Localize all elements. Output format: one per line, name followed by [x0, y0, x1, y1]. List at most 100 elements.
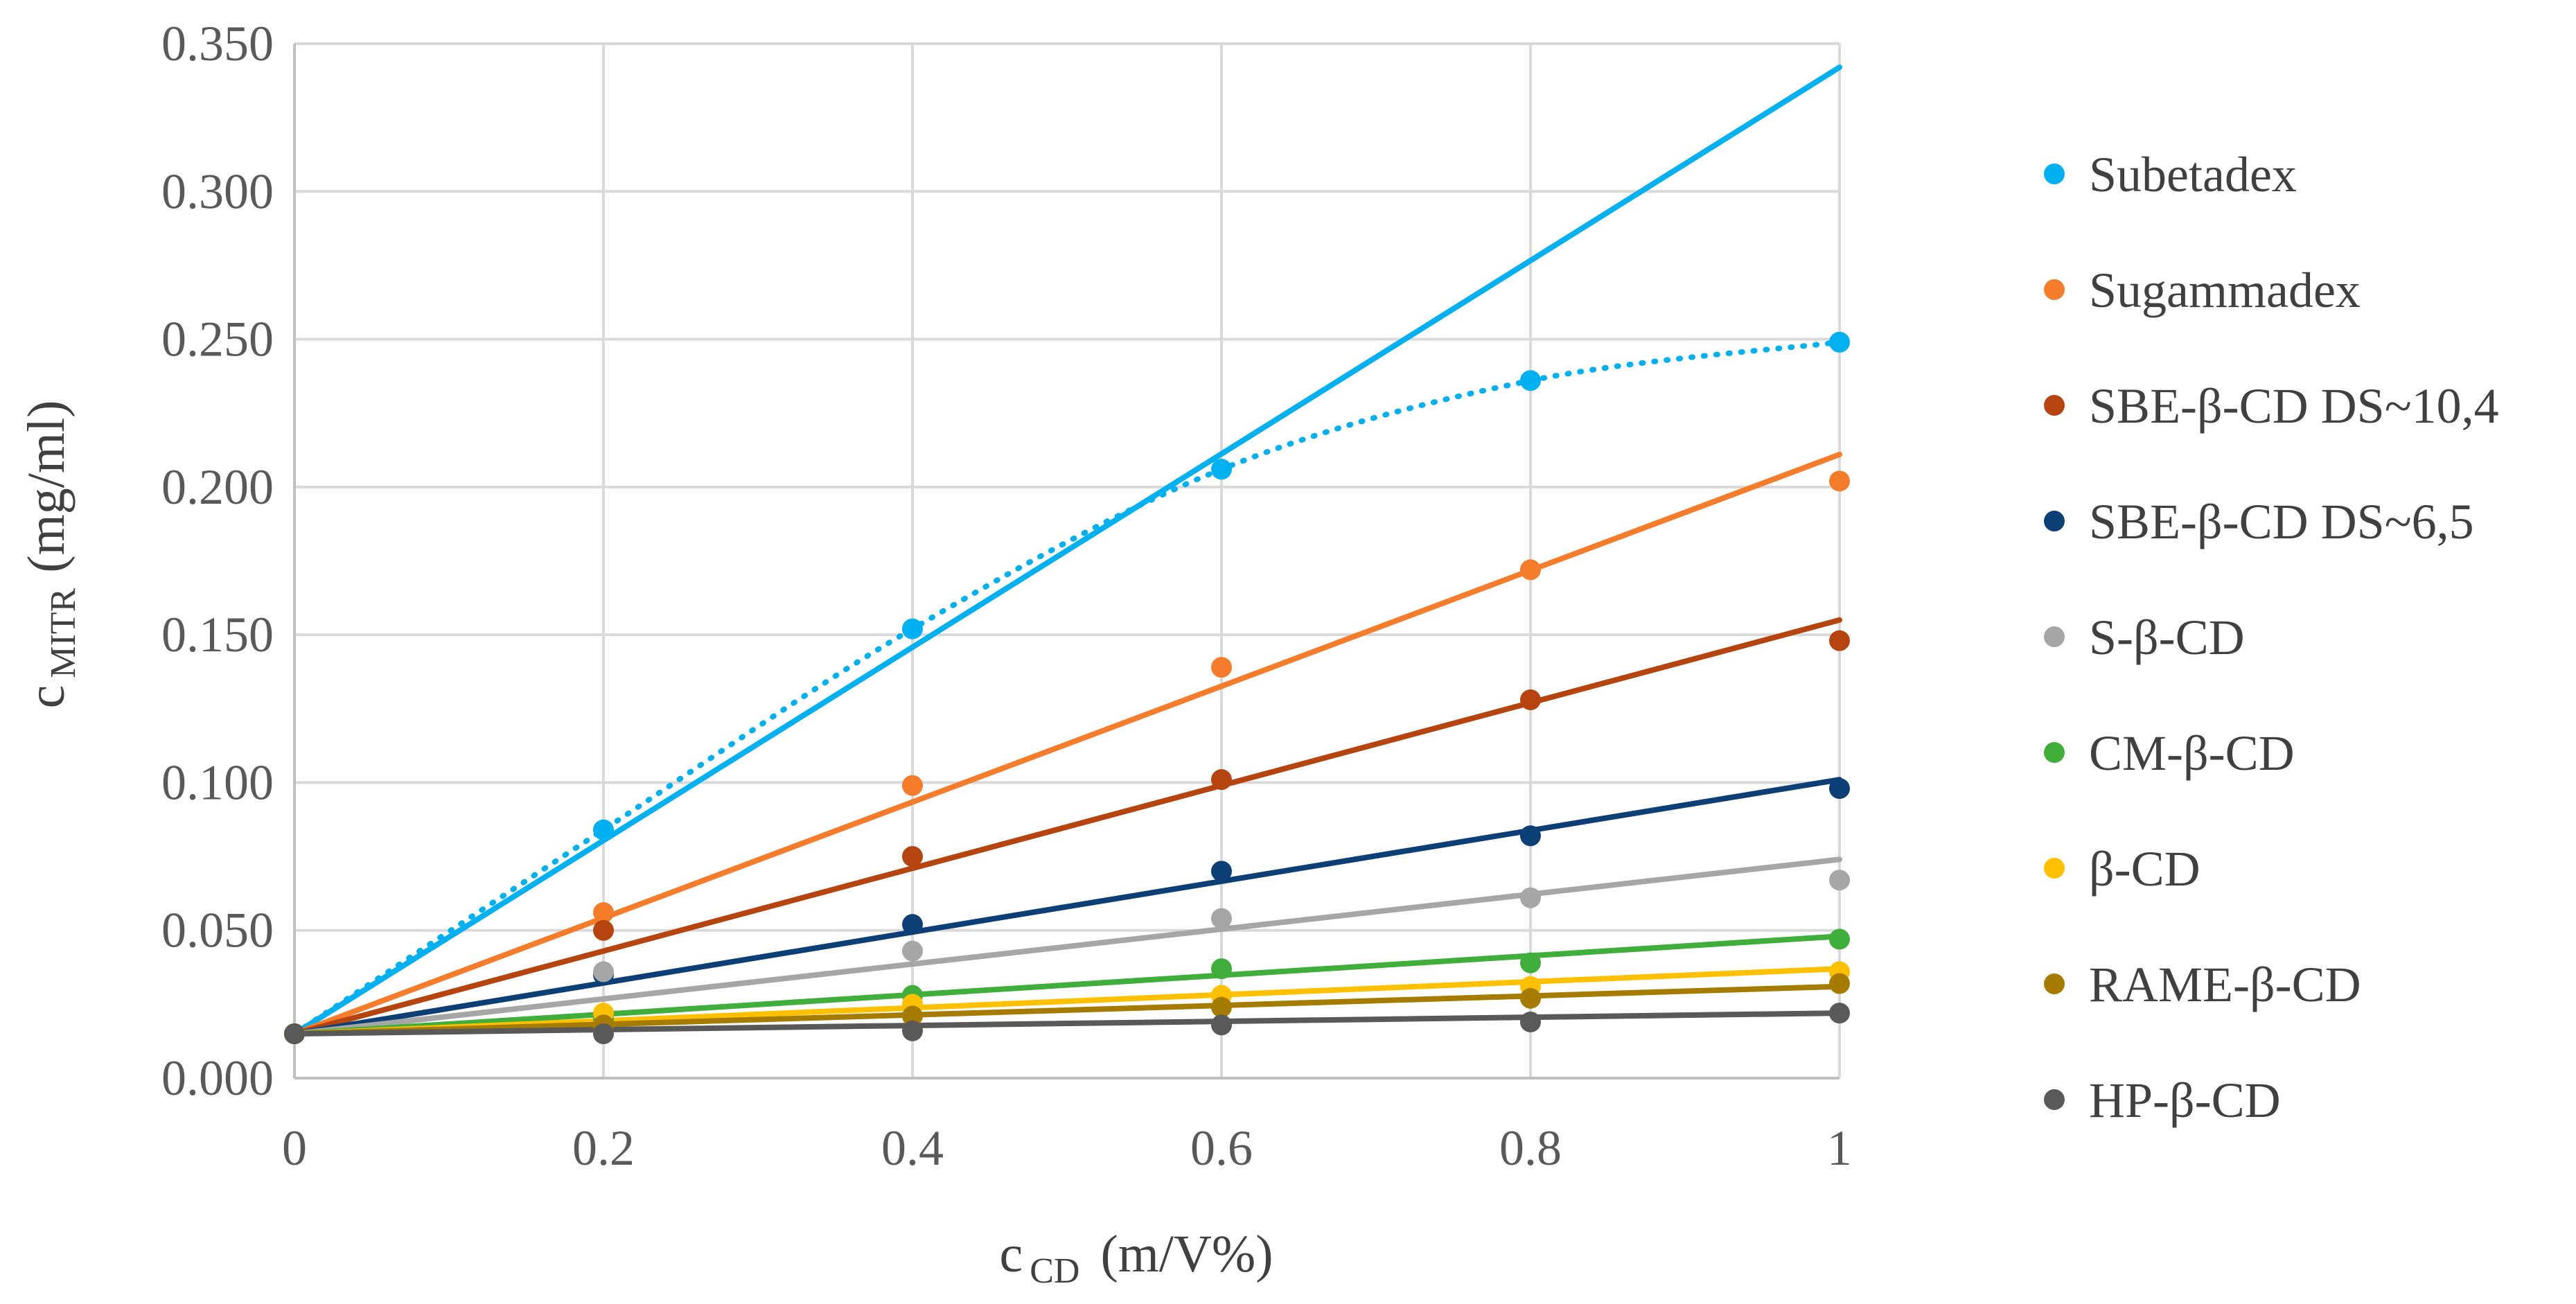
legend-marker	[2044, 858, 2065, 879]
legend-label: HP-β-CD	[2089, 1073, 2281, 1128]
data-point	[1520, 1011, 1541, 1032]
x-tick-label: 0.6	[1190, 1120, 1253, 1176]
legend-marker	[2044, 1089, 2065, 1110]
data-point	[1829, 470, 1850, 492]
trendline	[292, 451, 1842, 1037]
tick-labels: 0.000 0.050 0.100 0.150 0.200 0.250 0.300 0.350…	[161, 16, 1852, 1176]
x-tick-label: 0.4	[881, 1120, 944, 1176]
y-axis-title-sub: MITR	[44, 588, 83, 678]
x-tick-label: 0.2	[572, 1120, 635, 1176]
legend-marker	[2044, 626, 2065, 647]
legend-label: Subetadex	[2089, 147, 2297, 202]
axes	[293, 44, 1840, 1080]
data-point	[1520, 370, 1541, 391]
data-point	[1211, 459, 1232, 480]
grid-lines	[294, 42, 1841, 1078]
data-point	[1829, 331, 1850, 353]
y-tick-label: 0.250	[161, 312, 274, 367]
x-tick-label: 1	[1827, 1120, 1852, 1176]
legend-label: Sugammadex	[2089, 263, 2361, 318]
legend-entry: S-β-CD	[2044, 610, 2245, 665]
legend-label: SBE-β-CD DS~6,5	[2089, 494, 2474, 549]
data-point	[1829, 1003, 1850, 1024]
y-tick-label: 0.200	[161, 459, 274, 515]
y-axis-title: c MITR (mg/ml)	[17, 400, 83, 709]
data-point	[1211, 996, 1232, 1018]
trendline	[292, 64, 1842, 1037]
x-tick-label: 0	[282, 1120, 307, 1176]
data-point	[902, 618, 923, 640]
y-tick-label: 0.100	[161, 755, 274, 810]
data-point	[1520, 887, 1541, 908]
data-point	[1211, 1014, 1232, 1036]
data-point	[1520, 987, 1541, 1009]
legend-entry: β-CD	[2044, 841, 2200, 897]
legend-label: CM-β-CD	[2089, 725, 2295, 781]
legend-entry: Sugammadex	[2044, 263, 2361, 318]
data-point	[1211, 861, 1232, 882]
x-axis-title-unit: (m/V%)	[1100, 1225, 1273, 1283]
data-point	[284, 1023, 305, 1045]
trendlines	[292, 64, 1842, 1037]
polynomial-trendline	[292, 339, 1842, 1037]
data-point	[902, 1020, 923, 1041]
x-axis-title-main: c	[999, 1225, 1023, 1283]
data-point	[1211, 769, 1232, 791]
legend-marker	[2044, 164, 2065, 184]
data-point	[1829, 777, 1850, 799]
legend-marker	[2044, 279, 2065, 300]
data-points	[284, 331, 1850, 1045]
y-tick-label: 0.300	[161, 164, 274, 219]
y-axis-title-unit: (mg/ml)	[17, 400, 76, 573]
y-tick-label: 0.350	[161, 16, 274, 71]
legend-entry: CM-β-CD	[2044, 725, 2295, 781]
trendline	[292, 1010, 1842, 1037]
data-point	[902, 775, 923, 796]
data-point	[1211, 908, 1232, 929]
data-point	[593, 902, 614, 924]
legend: Subetadex Sugammadex SBE-β-CD DS~10,4 SBE-β…	[2044, 147, 2499, 1128]
data-point	[1520, 559, 1541, 581]
trendline	[292, 777, 1842, 1037]
legend-label: β-CD	[2089, 841, 2200, 897]
legend-entry: SBE-β-CD DS~6,5	[2044, 494, 2474, 549]
trendline	[292, 983, 1842, 1037]
data-point	[902, 846, 923, 867]
data-point	[902, 914, 923, 935]
y-axis-title-main: c	[17, 685, 76, 709]
legend-marker	[2044, 511, 2065, 531]
legend-entry: HP-β-CD	[2044, 1073, 2281, 1128]
data-point	[593, 961, 614, 983]
y-tick-label: 0.000	[161, 1050, 274, 1106]
legend-label: S-β-CD	[2089, 610, 2245, 665]
data-point	[593, 919, 614, 941]
data-point	[593, 1023, 614, 1045]
data-point	[1211, 958, 1232, 980]
data-point	[1829, 870, 1850, 891]
y-tick-label: 0.050	[161, 903, 274, 958]
legend-label: SBE-β-CD DS~10,4	[2089, 378, 2499, 434]
legend-entry: SBE-β-CD DS~10,4	[2044, 378, 2499, 434]
legend-entry: RAME-β-CD	[2044, 957, 2361, 1012]
x-axis-title-sub: CD	[1030, 1251, 1079, 1291]
trendline	[292, 856, 1842, 1037]
legend-marker	[2044, 973, 2065, 994]
data-point	[902, 1005, 923, 1027]
legend-entry: Subetadex	[2044, 147, 2297, 202]
data-point	[1520, 825, 1541, 847]
data-point	[902, 940, 923, 962]
trendline	[292, 617, 1842, 1037]
legend-marker	[2044, 742, 2065, 763]
data-point	[1829, 973, 1850, 994]
trendline	[292, 966, 1842, 1037]
data-point	[593, 819, 614, 840]
x-tick-label: 0.8	[1499, 1120, 1562, 1176]
data-point	[1520, 952, 1541, 973]
data-point	[1520, 689, 1541, 710]
data-point	[1829, 630, 1850, 651]
y-tick-label: 0.150	[161, 607, 274, 662]
x-axis-title: c CD (m/V%)	[999, 1225, 1273, 1291]
data-point	[1829, 928, 1850, 950]
data-point	[1211, 657, 1232, 678]
